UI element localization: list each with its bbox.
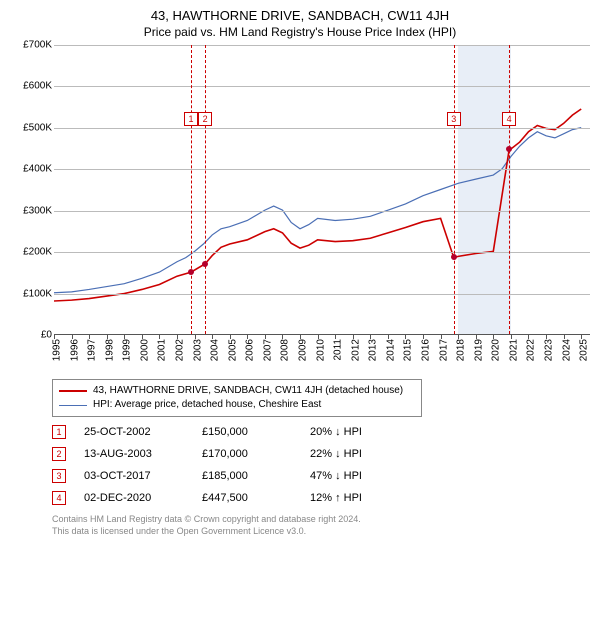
legend: 43, HAWTHORNE DRIVE, SANDBACH, CW11 4JH … xyxy=(52,379,422,417)
sale-row: 4 02-DEC-2020 £447,500 12% ↑ HPI xyxy=(52,487,590,509)
y-tick-label: £300K xyxy=(23,205,52,216)
x-tick-label: 1995 xyxy=(52,339,63,361)
x-tick-label: 2015 xyxy=(403,339,414,361)
sale-index-box: 3 xyxy=(52,469,66,483)
chart-area: £0£100K£200K£300K£400K£500K£600K£700K 12… xyxy=(10,45,590,375)
y-tick-label: £200K xyxy=(23,247,52,258)
sale-price: £185,000 xyxy=(202,465,292,487)
footer-line: This data is licensed under the Open Gov… xyxy=(52,525,590,537)
sale-pct-vs-hpi: 12% ↑ HPI xyxy=(310,487,420,509)
x-tick-label: 2013 xyxy=(368,339,379,361)
x-tick-label: 2017 xyxy=(438,339,449,361)
legend-item: 43, HAWTHORNE DRIVE, SANDBACH, CW11 4JH … xyxy=(59,384,415,398)
x-tick-label: 2019 xyxy=(473,339,484,361)
sale-marker-line xyxy=(509,45,510,334)
sale-index-box: 4 xyxy=(52,491,66,505)
sale-row: 1 25-OCT-2002 £150,000 20% ↓ HPI xyxy=(52,421,590,443)
sale-marker-line xyxy=(205,45,206,334)
y-tick-label: £400K xyxy=(23,164,52,175)
y-tick-label: £100K xyxy=(23,288,52,299)
sale-marker-line xyxy=(191,45,192,334)
x-tick-label: 1998 xyxy=(104,339,115,361)
x-tick-label: 1997 xyxy=(87,339,98,361)
x-tick-label: 2022 xyxy=(526,339,537,361)
x-axis: 1995 1996 1997 1998 1999 2000 2001 2002 2003 2004… xyxy=(54,335,590,375)
legend-item: HPI: Average price, detached house, Ches… xyxy=(59,398,415,412)
legend-swatch xyxy=(59,390,87,392)
sale-index-box: 1 xyxy=(52,425,66,439)
y-tick-label: £600K xyxy=(23,81,52,92)
x-tick-label: 2009 xyxy=(298,339,309,361)
x-tick-label: 2005 xyxy=(227,339,238,361)
x-tick-label: 2001 xyxy=(157,339,168,361)
sale-pct-vs-hpi: 22% ↓ HPI xyxy=(310,443,420,465)
x-tick-label: 2004 xyxy=(210,339,221,361)
plot-area: 12 3 4 xyxy=(54,45,590,335)
x-tick-label: 2003 xyxy=(192,339,203,361)
legend-label: 43, HAWTHORNE DRIVE, SANDBACH, CW11 4JH … xyxy=(93,384,403,398)
sale-price: £447,500 xyxy=(202,487,292,509)
x-tick-label: 2020 xyxy=(491,339,502,361)
x-tick-label: 2011 xyxy=(333,339,344,361)
sale-marker-box: 3 xyxy=(447,112,461,126)
sale-pct-vs-hpi: 47% ↓ HPI xyxy=(310,465,420,487)
sale-date: 02-DEC-2020 xyxy=(84,487,184,509)
sale-marker-box: 1 xyxy=(184,112,198,126)
y-tick-label: £700K xyxy=(23,40,52,51)
x-tick-label: 1996 xyxy=(69,339,80,361)
sale-marker-box: 4 xyxy=(502,112,516,126)
sale-dot xyxy=(506,146,512,152)
x-tick-label: 1999 xyxy=(122,339,133,361)
x-tick-label: 2016 xyxy=(421,339,432,361)
sale-marker-line xyxy=(454,45,455,334)
sale-index-box: 2 xyxy=(52,447,66,461)
sale-dot xyxy=(188,269,194,275)
sale-row: 3 03-OCT-2017 £185,000 47% ↓ HPI xyxy=(52,465,590,487)
chart-container: 43, HAWTHORNE DRIVE, SANDBACH, CW11 4JH … xyxy=(0,0,600,543)
legend-swatch xyxy=(59,405,87,406)
sale-dot xyxy=(202,261,208,267)
x-tick-label: 2012 xyxy=(350,339,361,361)
x-tick-label: 2006 xyxy=(245,339,256,361)
x-tick-label: 2023 xyxy=(544,339,555,361)
sale-date: 03-OCT-2017 xyxy=(84,465,184,487)
y-tick-label: £0 xyxy=(41,330,52,341)
x-tick-label: 2002 xyxy=(175,339,186,361)
x-tick-label: 2014 xyxy=(385,339,396,361)
x-tick-label: 2021 xyxy=(508,339,519,361)
sale-price: £150,000 xyxy=(202,421,292,443)
chart-subtitle: Price paid vs. HM Land Registry's House … xyxy=(10,25,590,39)
sale-price: £170,000 xyxy=(202,443,292,465)
x-tick-label: 2000 xyxy=(139,339,150,361)
x-tick-label: 2024 xyxy=(561,339,572,361)
sale-date: 25-OCT-2002 xyxy=(84,421,184,443)
chart-title: 43, HAWTHORNE DRIVE, SANDBACH, CW11 4JH xyxy=(10,8,590,23)
x-tick-label: 2007 xyxy=(262,339,273,361)
footer-attribution: Contains HM Land Registry data © Crown c… xyxy=(52,513,590,537)
x-tick-label: 2025 xyxy=(579,339,590,361)
sale-date: 13-AUG-2003 xyxy=(84,443,184,465)
x-tick-label: 2018 xyxy=(456,339,467,361)
x-tick-label: 2008 xyxy=(280,339,291,361)
x-tick-label: 2010 xyxy=(315,339,326,361)
sale-row: 2 13-AUG-2003 £170,000 22% ↓ HPI xyxy=(52,443,590,465)
y-tick-label: £500K xyxy=(23,122,52,133)
sale-marker-box: 2 xyxy=(198,112,212,126)
sale-dot xyxy=(451,254,457,260)
footer-line: Contains HM Land Registry data © Crown c… xyxy=(52,513,590,525)
sales-table: 1 25-OCT-2002 £150,000 20% ↓ HPI 2 13-AUG-200… xyxy=(52,421,590,509)
series-property xyxy=(54,109,581,301)
y-axis: £0£100K£200K£300K£400K£500K£600K£700K xyxy=(10,45,54,335)
legend-label: HPI: Average price, detached house, Ches… xyxy=(93,398,321,412)
sale-pct-vs-hpi: 20% ↓ HPI xyxy=(310,421,420,443)
